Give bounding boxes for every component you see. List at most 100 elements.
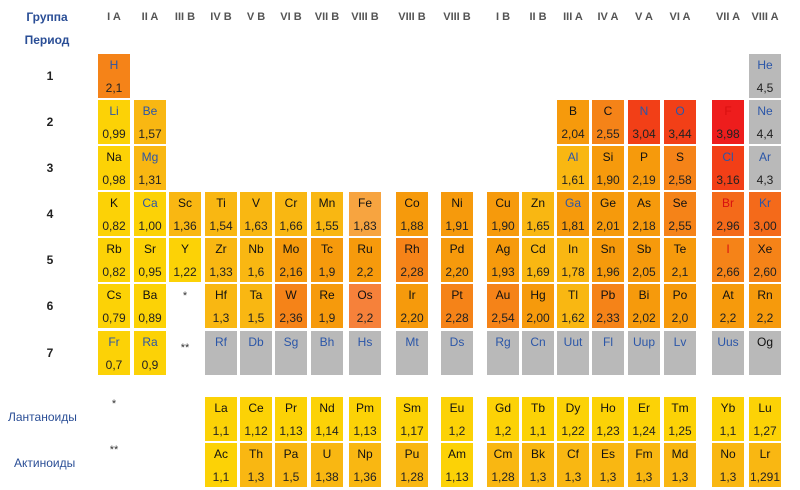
element-cell[interactable]: Eu 1,2: [441, 397, 473, 441]
element-cell[interactable]: Li 0,99: [98, 100, 130, 144]
element-cell[interactable]: Ds: [441, 331, 473, 375]
element-cell[interactable]: Nd 1,14: [311, 397, 343, 441]
element-cell[interactable]: P 2,19: [628, 146, 660, 190]
element-cell[interactable]: K 0,82: [98, 192, 130, 236]
element-cell[interactable]: Co 1,88: [396, 192, 428, 236]
element-cell[interactable]: Kr 3,00: [749, 192, 781, 236]
element-cell[interactable]: Sc 1,36: [169, 192, 201, 236]
element-cell[interactable]: Pt 2,28: [441, 284, 473, 328]
element-cell[interactable]: Pr 1,13: [275, 397, 307, 441]
element-cell[interactable]: N 3,04: [628, 100, 660, 144]
element-cell[interactable]: Ne 4,4: [749, 100, 781, 144]
element-cell[interactable]: Zn 1,65: [522, 192, 554, 236]
element-cell[interactable]: Ba 0,89: [134, 284, 166, 328]
element-cell[interactable]: Fm 1,3: [628, 443, 660, 487]
element-cell[interactable]: Ge 2,01: [592, 192, 624, 236]
element-cell[interactable]: Th 1,3: [240, 443, 272, 487]
element-cell[interactable]: Ar 4,3: [749, 146, 781, 190]
element-cell[interactable]: Fe 1,83: [349, 192, 381, 236]
element-cell[interactable]: La 1,1: [205, 397, 237, 441]
element-cell[interactable]: Tc 1,9: [311, 238, 343, 282]
element-cell[interactable]: Pd 2,20: [441, 238, 473, 282]
element-cell[interactable]: Be 1,57: [134, 100, 166, 144]
element-cell[interactable]: Rg: [487, 331, 519, 375]
element-cell[interactable]: Lu 1,27: [749, 397, 781, 441]
element-cell[interactable]: Au 2,54: [487, 284, 519, 328]
element-cell[interactable]: Rf: [205, 331, 237, 375]
element-cell[interactable]: Cs 0,79: [98, 284, 130, 328]
element-cell[interactable]: Uup: [628, 331, 660, 375]
element-cell[interactable]: Mo 2,16: [275, 238, 307, 282]
element-cell[interactable]: Cu 1,90: [487, 192, 519, 236]
element-cell[interactable]: Cm 1,28: [487, 443, 519, 487]
element-cell[interactable]: Yb 1,1: [712, 397, 744, 441]
element-cell[interactable]: Uut: [557, 331, 589, 375]
element-cell[interactable]: Ti 1,54: [205, 192, 237, 236]
element-cell[interactable]: Hs: [349, 331, 381, 375]
element-cell[interactable]: Dy 1,22: [557, 397, 589, 441]
element-cell[interactable]: B 2,04: [557, 100, 589, 144]
element-cell[interactable]: Db: [240, 331, 272, 375]
element-cell[interactable]: Ac 1,1: [205, 443, 237, 487]
element-cell[interactable]: Br 2,96: [712, 192, 744, 236]
element-cell[interactable]: Ni 1,91: [441, 192, 473, 236]
element-cell[interactable]: Ag 1,93: [487, 238, 519, 282]
element-cell[interactable]: Ra 0,9: [134, 331, 166, 375]
element-cell[interactable]: Cd 1,69: [522, 238, 554, 282]
element-cell[interactable]: Nb 1,6: [240, 238, 272, 282]
element-cell[interactable]: Sr 0,95: [134, 238, 166, 282]
element-cell[interactable]: Na 0,98: [98, 146, 130, 190]
element-cell[interactable]: W 2,36: [275, 284, 307, 328]
element-cell[interactable]: Fr 0,7: [98, 331, 130, 375]
element-cell[interactable]: Pm 1,13: [349, 397, 381, 441]
element-cell[interactable]: Bk 1,3: [522, 443, 554, 487]
element-cell[interactable]: Hg 2,00: [522, 284, 554, 328]
element-cell[interactable]: I 2,66: [712, 238, 744, 282]
element-cell[interactable]: Cl 3,16: [712, 146, 744, 190]
element-cell[interactable]: Bh: [311, 331, 343, 375]
element-cell[interactable]: Cf 1,3: [557, 443, 589, 487]
element-cell[interactable]: Pb 2,33: [592, 284, 624, 328]
element-cell[interactable]: Re 1,9: [311, 284, 343, 328]
element-cell[interactable]: Rn 2,2: [749, 284, 781, 328]
element-cell[interactable]: Mg 1,31: [134, 146, 166, 190]
element-cell[interactable]: Zr 1,33: [205, 238, 237, 282]
element-cell[interactable]: Os 2,2: [349, 284, 381, 328]
element-cell[interactable]: Hf 1,3: [205, 284, 237, 328]
element-cell[interactable]: Cn: [522, 331, 554, 375]
element-cell[interactable]: Tm 1,25: [664, 397, 696, 441]
element-cell[interactable]: As 2,18: [628, 192, 660, 236]
element-cell[interactable]: Ru 2,2: [349, 238, 381, 282]
element-cell[interactable]: Bi 2,02: [628, 284, 660, 328]
element-cell[interactable]: F 3,98: [712, 100, 744, 144]
element-cell[interactable]: Gd 1,2: [487, 397, 519, 441]
element-cell[interactable]: In 1,78: [557, 238, 589, 282]
element-cell[interactable]: S 2,58: [664, 146, 696, 190]
element-cell[interactable]: Se 2,55: [664, 192, 696, 236]
element-cell[interactable]: Og: [749, 331, 781, 375]
element-cell[interactable]: Lv: [664, 331, 696, 375]
element-cell[interactable]: Cr 1,66: [275, 192, 307, 236]
element-cell[interactable]: Np 1,36: [349, 443, 381, 487]
element-cell[interactable]: At 2,2: [712, 284, 744, 328]
element-cell[interactable]: Am 1,13: [441, 443, 473, 487]
element-cell[interactable]: Md 1,3: [664, 443, 696, 487]
element-cell[interactable]: Es 1,3: [592, 443, 624, 487]
element-cell[interactable]: Po 2,0: [664, 284, 696, 328]
element-cell[interactable]: Si 1,90: [592, 146, 624, 190]
element-cell[interactable]: Y 1,22: [169, 238, 201, 282]
element-cell[interactable]: Sn 1,96: [592, 238, 624, 282]
element-cell[interactable]: No 1,3: [712, 443, 744, 487]
element-cell[interactable]: U 1,38: [311, 443, 343, 487]
element-cell[interactable]: Ce 1,12: [240, 397, 272, 441]
element-cell[interactable]: H 2,1: [98, 54, 130, 98]
element-cell[interactable]: Ga 1,81: [557, 192, 589, 236]
element-cell[interactable]: Pa 1,5: [275, 443, 307, 487]
element-cell[interactable]: Tb 1,1: [522, 397, 554, 441]
element-cell[interactable]: Sb 2,05: [628, 238, 660, 282]
element-cell[interactable]: Te 2,1: [664, 238, 696, 282]
element-cell[interactable]: Ta 1,5: [240, 284, 272, 328]
element-cell[interactable]: Sm 1,17: [396, 397, 428, 441]
element-cell[interactable]: Lr 1,291: [749, 443, 781, 487]
element-cell[interactable]: Rb 0,82: [98, 238, 130, 282]
